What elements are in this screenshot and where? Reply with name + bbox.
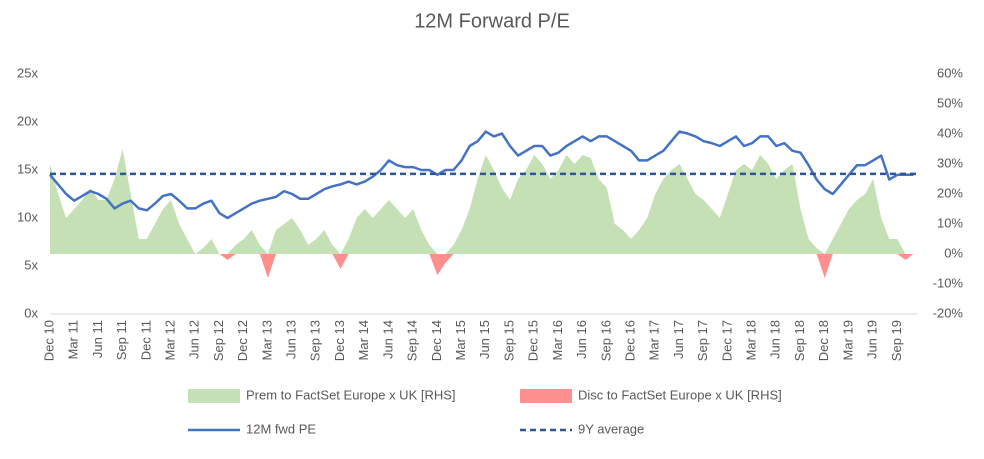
x-tick-label: Dec 16 bbox=[622, 320, 637, 361]
x-tick-label: Jun 17 bbox=[671, 320, 686, 359]
x-tick-label: Sep 18 bbox=[792, 320, 807, 361]
x-tick-label: Jun 19 bbox=[865, 320, 880, 359]
x-tick-label: Sep 19 bbox=[889, 320, 904, 361]
y2-tick-label: 20% bbox=[937, 185, 963, 200]
y-tick-label: 10x bbox=[17, 209, 38, 224]
x-tick-label: Dec 13 bbox=[332, 320, 347, 361]
x-tick-label: Sep 12 bbox=[211, 320, 226, 361]
x-tick-label: Dec 10 bbox=[41, 320, 56, 361]
x-tick-label: Sep 17 bbox=[695, 320, 710, 361]
x-tick-label: Jun 13 bbox=[284, 320, 299, 359]
x-tick-label: Mar 16 bbox=[550, 320, 565, 360]
y-tick-label: 0x bbox=[24, 305, 38, 320]
y-tick-label: 20x bbox=[17, 113, 38, 128]
x-tick-label: Jun 11 bbox=[90, 320, 105, 358]
legend-label: 9Y average bbox=[578, 421, 644, 436]
x-tick-label: Dec 17 bbox=[719, 320, 734, 361]
x-tick-label: Mar 19 bbox=[840, 320, 855, 360]
x-tick-label: Dec 18 bbox=[816, 320, 831, 361]
legend-label: Disc to FactSet Europe x UK [RHS] bbox=[578, 387, 782, 402]
legend-label: 12M fwd PE bbox=[246, 421, 316, 436]
x-tick-label: Mar 11 bbox=[66, 320, 81, 360]
legend-swatch bbox=[520, 389, 572, 403]
chart-title: 12M Forward P/E bbox=[414, 10, 570, 32]
y-tick-label: 15x bbox=[17, 161, 38, 176]
x-tick-label: Sep 15 bbox=[501, 320, 516, 361]
y-tick-label: 25x bbox=[17, 65, 38, 80]
y-tick-label: 5x bbox=[24, 257, 38, 272]
x-tick-label: Mar 15 bbox=[453, 320, 468, 360]
y2-tick-label: 40% bbox=[937, 125, 963, 140]
x-tick-label: Sep 13 bbox=[308, 320, 323, 361]
y2-tick-label: -20% bbox=[933, 305, 964, 320]
x-tick-label: Sep 16 bbox=[598, 320, 613, 361]
y2-tick-label: 0% bbox=[944, 245, 963, 260]
x-tick-label: Dec 15 bbox=[526, 320, 541, 361]
x-tick-label: Sep 11 bbox=[114, 320, 129, 360]
x-tick-label: Jun 18 bbox=[768, 320, 783, 359]
x-tick-label: Mar 14 bbox=[356, 320, 371, 360]
area bbox=[50, 254, 914, 278]
area bbox=[50, 149, 914, 254]
x-tick-label: Jun 14 bbox=[380, 320, 395, 359]
x-tick-label: Jun 16 bbox=[574, 320, 589, 359]
x-tick-label: Sep 14 bbox=[405, 320, 420, 361]
x-tick-label: Mar 17 bbox=[647, 320, 662, 360]
y2-tick-label: 60% bbox=[937, 65, 963, 80]
legend-label: Prem to FactSet Europe x UK [RHS] bbox=[246, 387, 456, 402]
x-tick-label: Mar 18 bbox=[744, 320, 759, 360]
x-tick-label: Mar 13 bbox=[259, 320, 274, 360]
x-tick-label: Mar 12 bbox=[162, 320, 177, 360]
x-tick-label: Dec 14 bbox=[429, 320, 444, 361]
y2-tick-label: -10% bbox=[933, 275, 964, 290]
x-tick-label: Jun 12 bbox=[187, 320, 202, 359]
y2-tick-label: 10% bbox=[937, 215, 963, 230]
x-tick-label: Dec 12 bbox=[235, 320, 250, 361]
y2-tick-label: 50% bbox=[937, 95, 963, 110]
pe-line bbox=[49, 130, 914, 220]
x-tick-label: Jun 15 bbox=[477, 320, 492, 359]
legend-swatch bbox=[188, 389, 240, 403]
y2-tick-label: 30% bbox=[937, 155, 963, 170]
x-tick-label: Dec 11 bbox=[138, 320, 153, 360]
